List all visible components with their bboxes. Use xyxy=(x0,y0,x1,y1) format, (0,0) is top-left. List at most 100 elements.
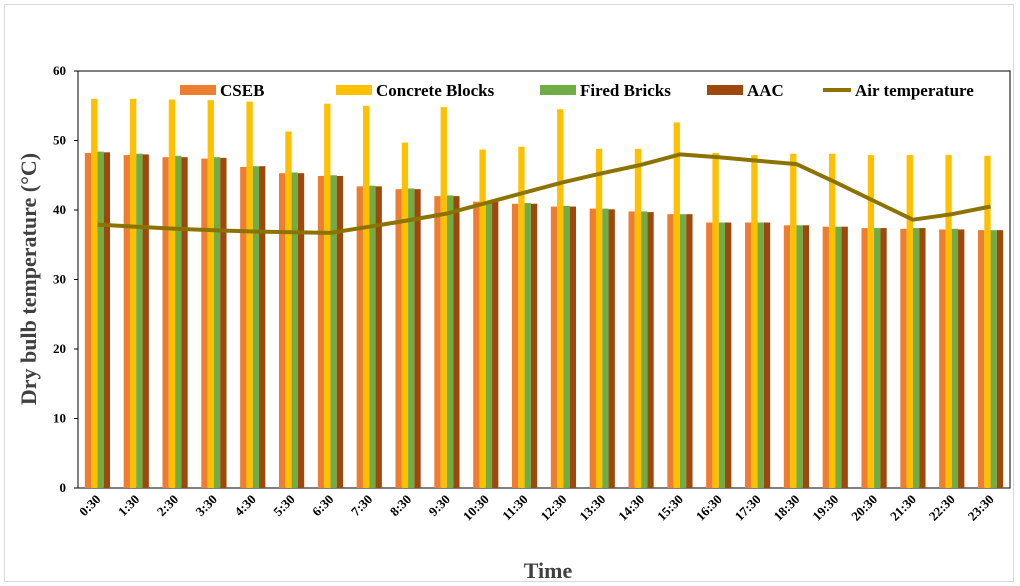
bar-cseb xyxy=(84,153,92,488)
bar-cseb xyxy=(162,157,169,488)
bar-fired-bricks xyxy=(874,228,881,488)
bar-concrete-blocks xyxy=(440,107,447,488)
bar-aac xyxy=(414,189,421,488)
bar-concrete-blocks xyxy=(828,153,836,488)
bar-fired-bricks xyxy=(679,214,687,489)
bar-fired-bricks xyxy=(990,230,997,488)
bar-concrete-blocks xyxy=(285,131,292,488)
bar-fired-bricks xyxy=(912,228,920,488)
bar-fired-bricks xyxy=(951,228,959,488)
bar-fired-bricks xyxy=(408,188,415,488)
bar-aac xyxy=(492,201,499,488)
bar-concrete-blocks xyxy=(634,148,642,488)
bar-cseb xyxy=(900,228,907,488)
bar-cseb xyxy=(744,222,752,488)
legend-swatch xyxy=(336,85,372,95)
bar-concrete-blocks xyxy=(129,98,137,489)
bar-concrete-blocks xyxy=(168,99,176,489)
x-tick-label: 19:30 xyxy=(809,492,841,524)
bar-cseb xyxy=(977,230,985,488)
legend-label: Fired Bricks xyxy=(580,81,671,100)
x-tick-label: 18:30 xyxy=(770,492,802,524)
bar-cseb xyxy=(589,208,596,489)
bar-cseb xyxy=(939,229,946,488)
bar-concrete-blocks xyxy=(945,155,952,488)
bar-aac xyxy=(375,186,382,488)
y-tick-label: 10 xyxy=(53,411,66,426)
bar-fired-bricks xyxy=(446,195,454,488)
bar-fired-bricks xyxy=(369,185,376,489)
bar-aac xyxy=(181,157,188,488)
bar-fired-bricks xyxy=(641,211,648,488)
x-tick-label: 5:30 xyxy=(270,492,297,519)
x-tick-label: 4:30 xyxy=(231,492,258,519)
bar-cseb xyxy=(395,189,402,488)
bar-aac xyxy=(569,206,577,488)
y-tick-label: 40 xyxy=(53,202,66,217)
bar-fired-bricks xyxy=(602,208,609,489)
bar-cseb xyxy=(123,155,130,488)
x-tick-label: 10:30 xyxy=(460,492,492,524)
bar-cseb xyxy=(706,222,713,488)
bar-cseb xyxy=(240,166,247,488)
legend-label: AAC xyxy=(747,81,784,100)
x-tick-label: 23:30 xyxy=(965,492,997,524)
x-tick-label: 7:30 xyxy=(348,492,375,519)
bar-cseb xyxy=(201,158,208,488)
x-tick-label: 8:30 xyxy=(387,492,414,519)
bar-cseb xyxy=(628,211,635,488)
legend-label: CSEB xyxy=(220,81,264,100)
bar-aac xyxy=(608,209,615,488)
bar-aac xyxy=(725,222,732,488)
x-tick-label: 6:30 xyxy=(309,492,336,519)
bar-cseb xyxy=(783,225,791,489)
x-tick-label: 2:30 xyxy=(154,492,181,519)
bar-concrete-blocks xyxy=(712,153,719,488)
bar-fired-bricks xyxy=(835,226,842,488)
x-tick-label: 14:30 xyxy=(615,492,647,524)
bar-cseb xyxy=(356,186,363,488)
bar-aac xyxy=(919,228,926,488)
bar-aac xyxy=(841,226,848,488)
bar-aac xyxy=(297,173,305,489)
y-tick-label: 30 xyxy=(53,272,66,287)
bar-cseb xyxy=(473,201,480,488)
y-tick-label: 50 xyxy=(53,133,66,148)
bar-aac xyxy=(880,228,887,488)
x-axis-title: Time xyxy=(524,558,573,583)
legend-swatch xyxy=(180,85,216,95)
x-tick-label: 16:30 xyxy=(693,492,725,524)
x-tick-label: 11:30 xyxy=(499,492,531,524)
bar-fired-bricks xyxy=(97,151,104,488)
bar-aac xyxy=(142,154,149,488)
bar-concrete-blocks xyxy=(401,142,409,488)
bar-aac xyxy=(453,196,460,488)
legend-swatch xyxy=(540,85,576,95)
bar-fired-bricks xyxy=(485,200,493,488)
legend: CSEB Concrete Blocks Fired Bricks AAC Air te… xyxy=(180,81,974,100)
bar-cseb xyxy=(667,214,674,489)
bar-fired-bricks xyxy=(252,166,260,488)
bar-concrete-blocks xyxy=(557,109,564,488)
bar-fired-bricks xyxy=(175,155,182,489)
bar-concrete-blocks xyxy=(207,100,214,488)
bar-concrete-blocks xyxy=(246,101,253,488)
x-tick-label: 0:30 xyxy=(76,492,103,519)
x-tick-label: 9:30 xyxy=(426,492,453,519)
bar-aac xyxy=(336,175,344,488)
bar-concrete-blocks xyxy=(906,155,913,488)
plot-area: 0 10 20 30 40 50 60 0:30 1:30 2:30 3:30 4:30 5:30 6:3… xyxy=(53,63,1011,524)
x-tick-label: 17:30 xyxy=(732,492,764,524)
x-tick-label: 1:30 xyxy=(115,492,142,519)
x-tick-label: 20:30 xyxy=(848,492,880,524)
bar-aac xyxy=(259,166,266,488)
y-tick-label: 60 xyxy=(53,63,66,78)
bar-aac xyxy=(530,203,538,488)
bar-concrete-blocks xyxy=(595,148,603,488)
bar-aac xyxy=(103,152,111,488)
bar-aac xyxy=(763,222,771,488)
line-air-temperature xyxy=(97,152,991,235)
legend-label: Air temperature xyxy=(855,81,974,100)
x-tick-label: 22:30 xyxy=(926,492,958,524)
